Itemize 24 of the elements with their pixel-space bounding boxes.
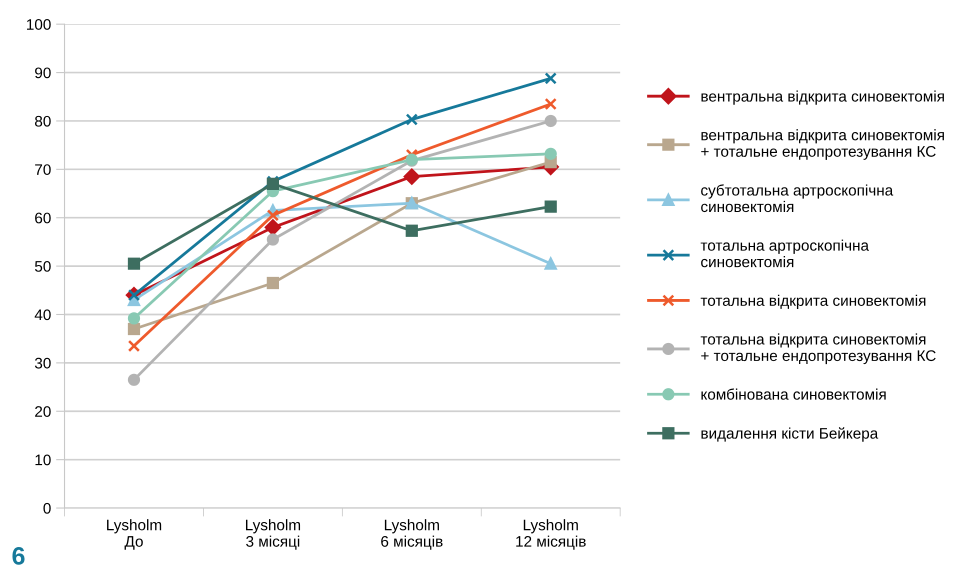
legend-label: вентральна відкрита синовектомія + тотальне ендопротезування КС	[701, 129, 944, 160]
legend-label: комбінована синовектомія	[701, 388, 886, 400]
legend-label: видалення кісти Бейкера	[702, 427, 878, 442]
y-tick-label: 10	[36, 454, 51, 466]
text: 6	[12, 547, 25, 565]
y-tick-label: 60	[35, 212, 51, 224]
x-tick-label: Lysholm До	[107, 519, 162, 550]
y-tick-label: 0	[43, 502, 51, 514]
x-tick-label: Lysholm 12 місяців	[516, 519, 586, 550]
y-tick-label: 40	[34, 309, 51, 320]
y-tick-label: 20	[35, 406, 51, 417]
legend-label: тотальна відкрита синовектомія + тотальне ендопротезування КС	[700, 333, 936, 364]
x-tick-label: Lysholm 6 місяців	[381, 519, 443, 550]
y-tick-label: 70	[35, 164, 51, 176]
legend-label: субтотальна артроскопічна синовектомія	[701, 184, 894, 212]
y-tick-label: 80	[35, 116, 51, 127]
x-tick-label: Lysholm 3 місяці	[246, 519, 300, 550]
legend-label: тотальна артроскопічна синовектомія	[700, 240, 869, 268]
y-tick-label: 100	[27, 19, 51, 30]
legend-label: вентральна відкрита синовектомія	[702, 90, 944, 105]
y-tick-label: 30	[34, 358, 51, 369]
legend-label: тотальна відкрита синовектомія	[700, 294, 926, 309]
y-tick-label: 50	[34, 260, 51, 272]
y-tick-label: 90	[35, 67, 51, 78]
